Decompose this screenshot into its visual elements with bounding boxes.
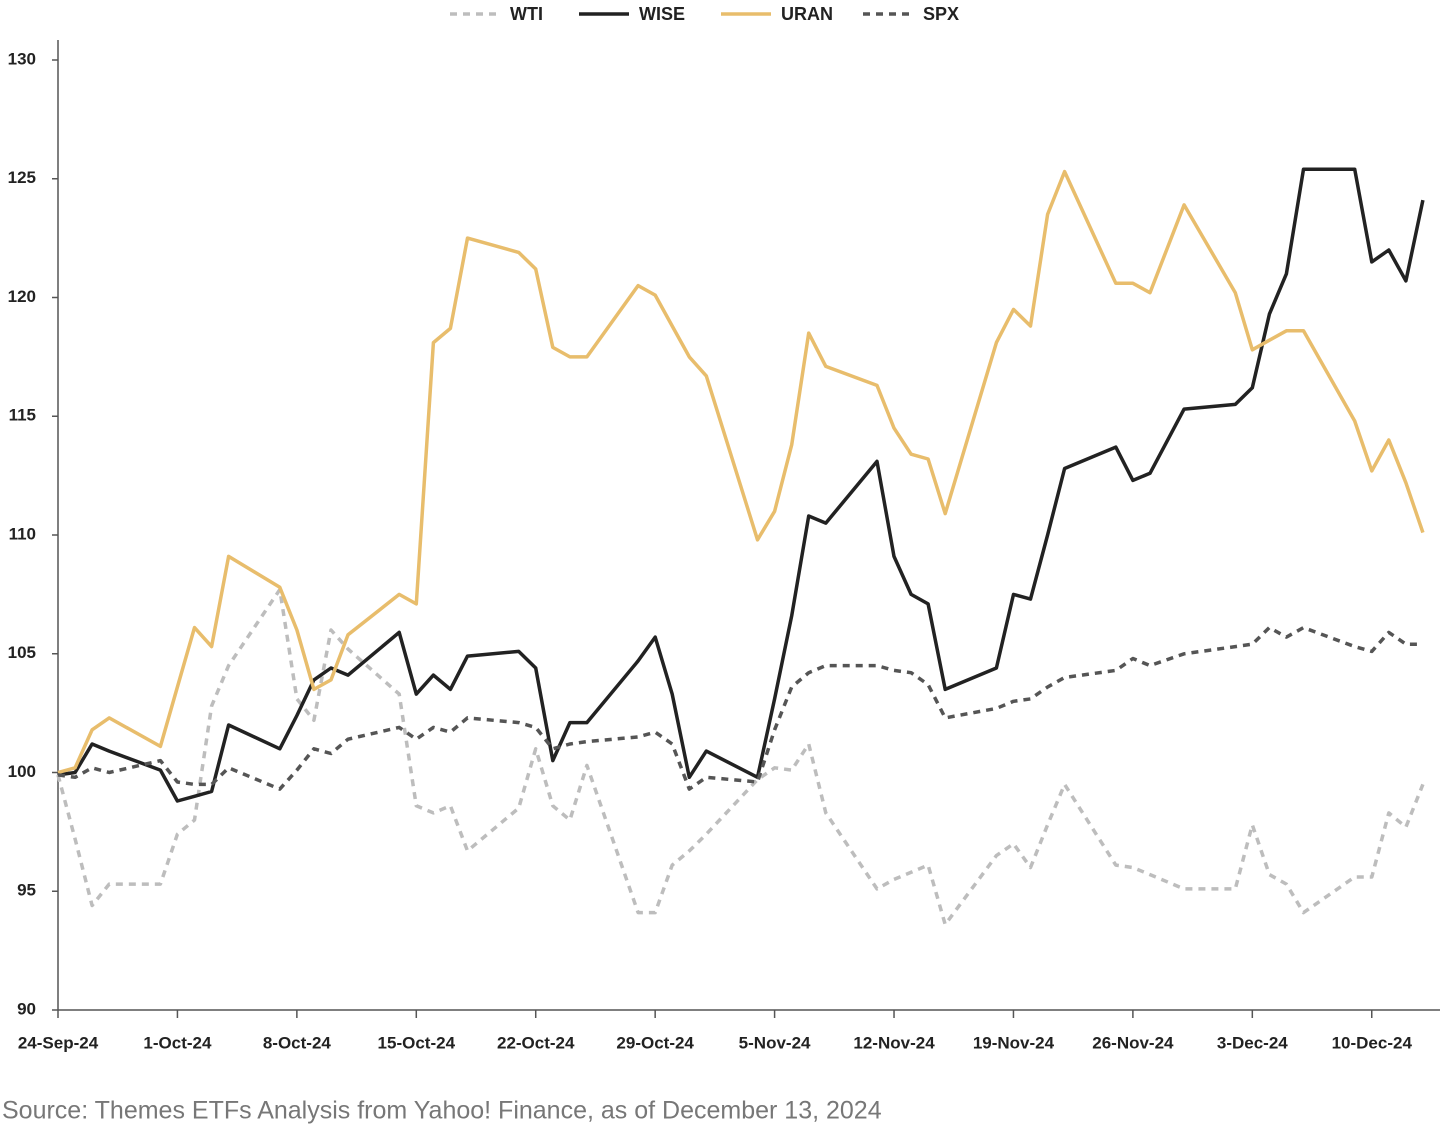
x-tick-label: 29-Oct-24 (616, 1033, 694, 1052)
y-tick-label: 115 (9, 406, 36, 425)
x-tick-label: 8-Oct-24 (263, 1033, 332, 1052)
x-tick-label: 24-Sep-24 (18, 1033, 99, 1052)
x-tick-label: 3-Dec-24 (1217, 1033, 1288, 1052)
legend-label: URAN (781, 4, 833, 24)
x-tick-label: 1-Oct-24 (143, 1033, 212, 1052)
y-tick-label: 90 (17, 999, 36, 1018)
source-note: Source: Themes ETFs Analysis from Yahoo!… (2, 1097, 882, 1125)
y-tick-label: 105 (8, 643, 36, 662)
y-tick-label: 100 (8, 762, 36, 781)
y-tick-label: 95 (17, 881, 36, 900)
x-tick-label: 26-Nov-24 (1092, 1033, 1174, 1052)
y-tick-label: 125 (8, 168, 36, 187)
x-tick-label: 12-Nov-24 (853, 1033, 935, 1052)
y-tick-label: 120 (8, 287, 36, 306)
series-line (56, 587, 1425, 927)
y-tick-label: 110 (9, 524, 36, 543)
x-tick-label: 19-Nov-24 (973, 1033, 1055, 1052)
series-line (57, 169, 1425, 775)
legend-label: WTI (510, 4, 543, 24)
x-tick-label: 10-Dec-24 (1332, 1033, 1413, 1052)
x-tick-label: 22-Oct-24 (497, 1033, 575, 1052)
x-tick-label: 5-Nov-24 (739, 1033, 811, 1052)
legend-label: SPX (923, 4, 959, 24)
legend-label: WISE (639, 4, 685, 24)
series-line (57, 625, 1423, 791)
series-line (57, 167, 1425, 803)
x-tick-label: 15-Oct-24 (378, 1033, 456, 1052)
y-tick-label: 130 (8, 49, 36, 68)
